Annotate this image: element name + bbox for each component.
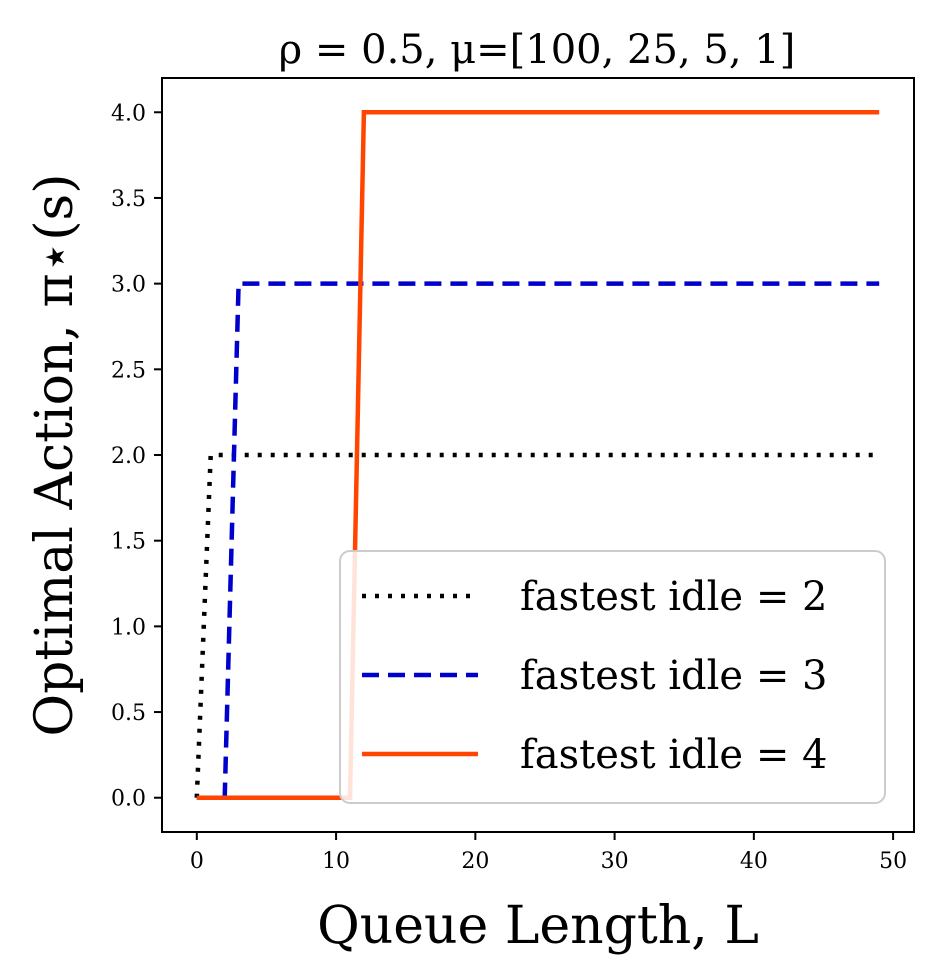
y-tick-label: 0.0	[111, 787, 146, 812]
x-tick-label: 20	[461, 849, 489, 874]
y-tick-label: 3.0	[111, 273, 146, 298]
chart-title: ρ = 0.5, μ=[100, 25, 5, 1]	[279, 27, 796, 73]
y-tick-label: 3.5	[111, 187, 146, 212]
y-axis-ticks: 0.0 0.5 1.0 1.5 2.0 2.5 3.0 3.5 4.0	[111, 101, 162, 812]
legend: fastest idle = 2 fastest idle = 3 fastest …	[339, 550, 886, 804]
legend-label-2: fastest idle = 3	[520, 653, 828, 699]
x-axis-ticks: 0 10 20 30 40 50	[190, 832, 907, 874]
x-tick-label: 40	[740, 849, 768, 874]
legend-box	[339, 550, 886, 804]
y-tick-label: 2.0	[111, 444, 146, 469]
x-axis-title: Queue Length, L	[317, 896, 759, 956]
y-tick-label: 0.5	[111, 701, 146, 726]
series-lines	[194, 110, 880, 800]
legend-label-3: fastest idle = 4	[520, 732, 828, 778]
y-tick-label: 1.5	[111, 530, 146, 555]
legend-label-1: fastest idle = 2	[520, 574, 828, 620]
series-line-3	[196, 110, 880, 800]
x-tick-label: 10	[322, 849, 350, 874]
x-tick-label: 50	[879, 849, 907, 874]
y-tick-label: 2.5	[111, 358, 146, 383]
x-tick-label: 0	[190, 849, 204, 874]
y-axis-title: Optimal Action, π⋆(s)	[25, 174, 85, 737]
x-tick-label: 30	[601, 849, 629, 874]
y-tick-label: 1.0	[111, 615, 146, 640]
y-tick-label: 4.0	[111, 101, 146, 126]
